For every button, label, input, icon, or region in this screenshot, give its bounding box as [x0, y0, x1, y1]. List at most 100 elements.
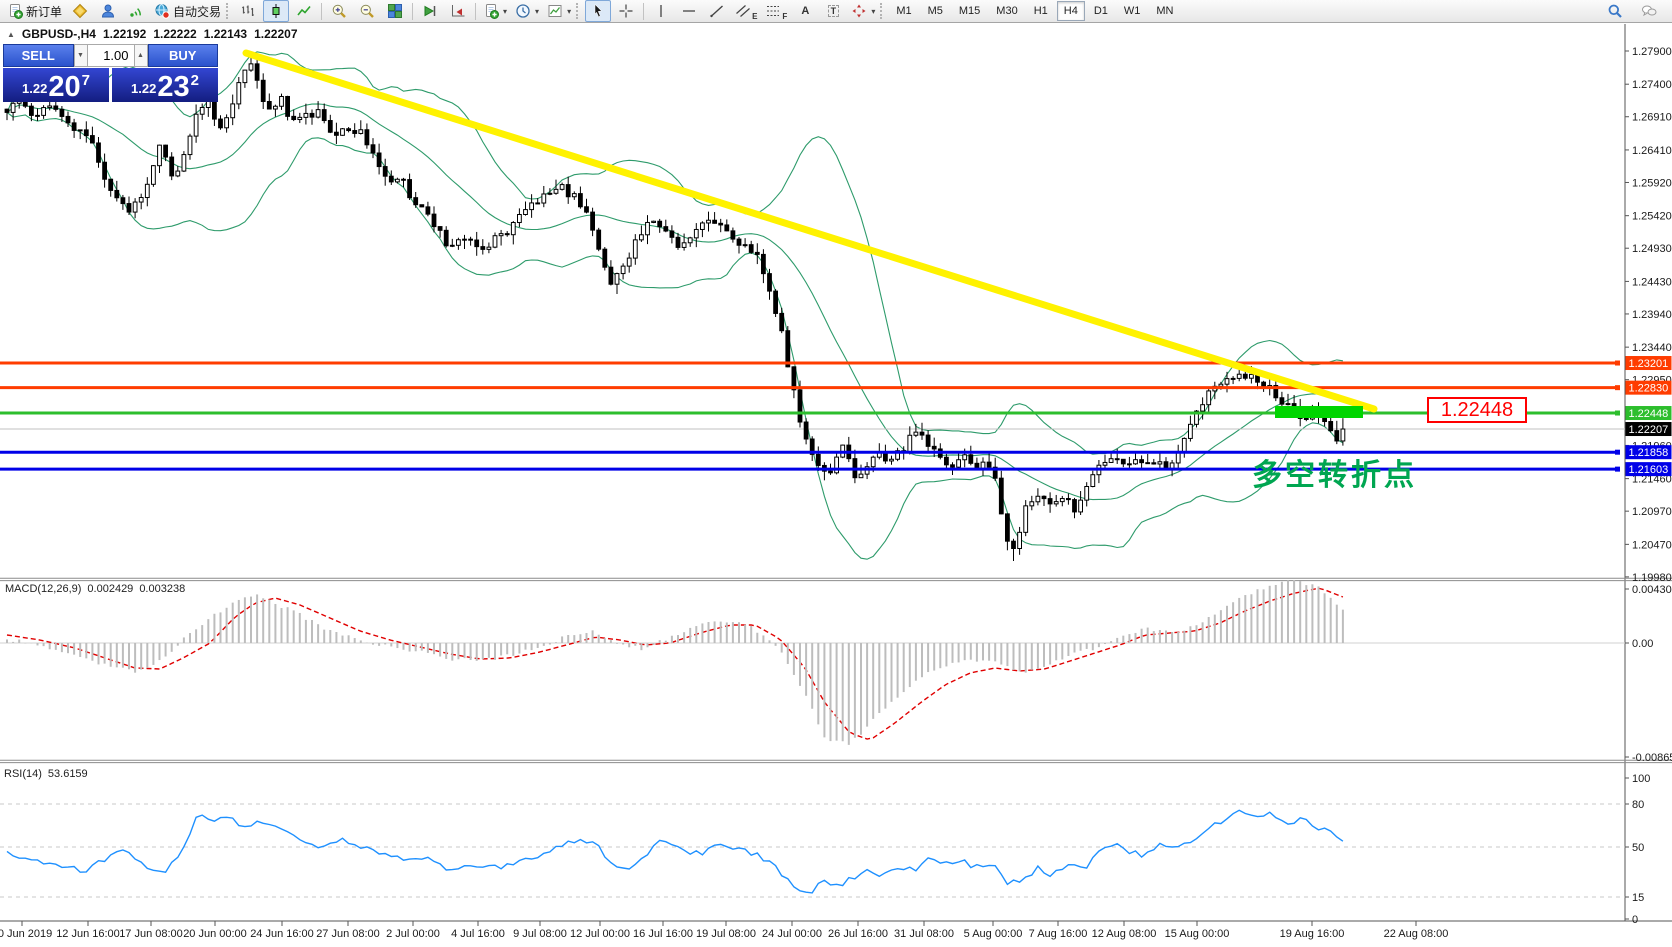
turning-point-annotation[interactable]: 多空转折点	[1252, 459, 1417, 492]
timeframe-mn-button[interactable]: MN	[1156, 5, 1174, 17]
terminal-profile-button[interactable]	[95, 0, 121, 22]
time-tick-label: 17 Jun 08:00	[119, 928, 183, 940]
volume-decrease-button[interactable]: ▼	[73, 44, 88, 67]
price-tick-label: 1.21460	[1632, 474, 1672, 486]
text-tool-icon: A	[801, 5, 810, 17]
new-order-button[interactable]: 新订单	[4, 0, 65, 22]
auto-scroll-icon	[450, 3, 466, 19]
price-tag	[1625, 356, 1672, 371]
buy-price-sup: 2	[190, 72, 199, 89]
toolbar-separator	[321, 2, 323, 20]
rsi-line	[6, 809, 1344, 894]
line-chart-button[interactable]	[291, 0, 317, 22]
hline-handle[interactable]	[1615, 385, 1620, 391]
buy-price-base: 1.22	[131, 81, 157, 96]
breakout-highlight-band[interactable]	[1275, 406, 1363, 418]
bar-chart-button[interactable]	[235, 0, 261, 22]
trendline-tool-button[interactable]	[704, 0, 730, 22]
toolbar-right-icons	[1601, 0, 1669, 22]
time-tick-label: 7 Aug 16:00	[1029, 928, 1088, 940]
price-tag-label: 1.22448	[1629, 408, 1669, 420]
search-icon	[1607, 3, 1623, 19]
templates-button[interactable]: ▾	[544, 0, 574, 22]
cursor-button[interactable]	[585, 0, 612, 22]
hline-handle[interactable]	[1615, 449, 1620, 455]
signals-button[interactable]	[123, 0, 149, 22]
text-tool-button[interactable]: A	[792, 0, 818, 22]
bar-chart-icon	[240, 3, 256, 19]
symbol-info-bar: ▲ GBPUSD-,H4 1.22192 1.22222 1.22143 1.2…	[7, 27, 298, 41]
sell-button[interactable]: SELL	[3, 44, 74, 67]
zoom-out-button[interactable]	[354, 0, 380, 22]
dropdown-arrow-icon[interactable]: ▾	[503, 6, 508, 16]
sell-price-button[interactable]: 1.22 20 7	[3, 68, 109, 102]
auto-trading-label: 自动交易	[173, 4, 222, 19]
timeframe-d1-button[interactable]: D1	[1093, 5, 1108, 17]
volume-input[interactable]: 1.00	[87, 44, 134, 67]
arrows-tool-button[interactable]: ▾	[848, 0, 878, 22]
price-axis: 1.27900 1.27400 1.26910 1.26410 1.25920 1.254…	[1625, 46, 1672, 926]
auto-trading-button[interactable]: 自动交易	[151, 0, 224, 22]
vertical-line-button[interactable]	[648, 0, 674, 22]
crosshair-button[interactable]	[613, 0, 639, 22]
price-tag-label: 1.23201	[1629, 358, 1669, 370]
charts-tag-button[interactable]	[67, 0, 93, 22]
periods-button[interactable]: ▾	[512, 0, 542, 22]
volume-increase-button[interactable]: ▲	[133, 44, 148, 67]
dropdown-arrow-icon[interactable]: ▾	[871, 6, 876, 16]
community-button[interactable]	[1636, 0, 1662, 22]
level-lines[interactable]	[0, 360, 1620, 472]
price-tag	[1625, 380, 1672, 395]
dropdown-arrow-icon[interactable]: ▾	[535, 6, 540, 16]
buy-button[interactable]: BUY	[147, 44, 218, 67]
timeframe-h4-button[interactable]: H4	[1056, 1, 1085, 21]
candlestick-chart-button[interactable]	[263, 0, 290, 22]
trendline-tool-icon	[709, 3, 725, 19]
auto-trading-icon	[154, 3, 170, 19]
price-tick-label: 1.23440	[1632, 342, 1672, 354]
search-button[interactable]	[1602, 0, 1628, 22]
collapse-arrow-icon[interactable]: ▲	[7, 29, 15, 39]
shift-chart-end-button[interactable]	[417, 0, 443, 22]
sell-price-sup: 7	[81, 72, 90, 89]
zoom-in-button[interactable]	[326, 0, 352, 22]
price-tick-label: 0.00	[1632, 638, 1653, 650]
timeframe-m15-button[interactable]: M15	[958, 5, 981, 17]
timeframe-h1-button[interactable]: H1	[1033, 5, 1048, 17]
zoom-in-icon	[331, 3, 347, 19]
dropdown-arrow-icon[interactable]: ▾	[567, 6, 572, 16]
zoom-out-icon	[359, 3, 375, 19]
timeframe-w1-button[interactable]: W1	[1123, 5, 1141, 17]
trendline-layer[interactable]	[242, 49, 1378, 413]
horizontal-line-button[interactable]	[676, 0, 702, 22]
crosshair-icon	[618, 3, 634, 19]
chart-frame	[0, 24, 1672, 922]
text-label-tool-button[interactable]: T	[820, 0, 846, 22]
hline-handle[interactable]	[1615, 360, 1620, 366]
hline-handle[interactable]	[1615, 466, 1620, 472]
macd-indicator-label: MACD(12,26,9) 0.002429 0.003238	[5, 583, 185, 595]
highlight-layer[interactable]	[1275, 406, 1363, 418]
timeframe-m30-button[interactable]: M30	[996, 5, 1018, 17]
price-tick-label: -0.008651	[1632, 752, 1672, 764]
descending-trendline[interactable]	[242, 49, 1378, 413]
price-tick-label: 1.26410	[1632, 145, 1672, 157]
toolbar-separator	[576, 3, 581, 19]
shift-chart-end-icon	[422, 3, 438, 19]
equidistant-channel-letter: E	[752, 12, 758, 21]
buy-price-button[interactable]: 1.22 23 2	[112, 68, 218, 102]
hline-handle[interactable]	[1615, 410, 1620, 416]
time-tick-label: 10 Jun 2019	[0, 928, 52, 940]
price-callout-box[interactable]: 1.22448	[1427, 397, 1527, 423]
price-tag-label: 1.22207	[1629, 424, 1669, 436]
buy-price-big: 23	[157, 71, 190, 103]
price-tick-label: 1.24430	[1632, 276, 1672, 288]
auto-scroll-button[interactable]	[445, 0, 471, 22]
timeframe-m5-button[interactable]: M5	[927, 5, 943, 17]
price-tick-label: 1.24930	[1632, 243, 1672, 255]
indicators-button[interactable]: ▾	[480, 0, 510, 22]
tile-windows-button[interactable]	[382, 0, 408, 22]
fibonacci-button[interactable]: F	[762, 0, 790, 22]
timeframe-m1-button[interactable]: M1	[896, 5, 912, 17]
equidistant-channel-button[interactable]: E	[732, 0, 760, 22]
